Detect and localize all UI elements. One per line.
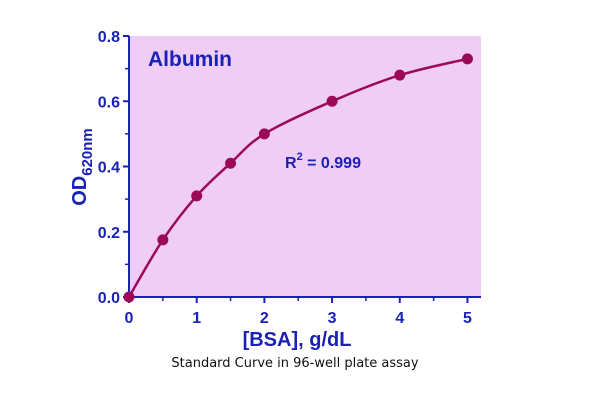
y-axis-title: OD620nm bbox=[69, 128, 96, 206]
r-value: = 0.999 bbox=[303, 155, 361, 172]
y-tick-label: 0.8 bbox=[98, 29, 120, 46]
x-axis-title: [BSA], g/dL bbox=[243, 329, 352, 351]
r-symbol: R bbox=[285, 155, 297, 172]
x-tick-label: 2 bbox=[260, 310, 269, 327]
y-tick-label: 0.6 bbox=[98, 94, 120, 111]
plot-background bbox=[129, 36, 481, 297]
x-tick-label: 5 bbox=[463, 310, 472, 327]
x-tick-label: 0 bbox=[125, 310, 134, 327]
r-squared-annotation: R2 = 0.999 bbox=[285, 151, 361, 172]
data-point-5 bbox=[258, 128, 270, 140]
data-point-2 bbox=[157, 234, 169, 246]
y-axis-title-subscript: 620nm bbox=[79, 128, 96, 176]
y-tick-label: 0.4 bbox=[98, 160, 120, 177]
data-point-3 bbox=[191, 190, 203, 202]
data-point-8 bbox=[461, 53, 473, 65]
x-tick-label: 1 bbox=[192, 310, 201, 327]
data-point-4 bbox=[225, 157, 237, 169]
y-tick-label: 0.0 bbox=[98, 290, 120, 307]
tick-labels: 0 1 2 3 4 5 0.0 0.2 0.4 0.6 0.8 bbox=[98, 29, 472, 327]
chart-title: Albumin bbox=[148, 48, 232, 71]
data-points bbox=[123, 53, 473, 303]
x-tick-label: 3 bbox=[328, 310, 337, 327]
data-point-7 bbox=[394, 69, 406, 81]
figure-caption: Standard Curve in 96-well plate assay bbox=[171, 356, 419, 371]
x-tick-label: 4 bbox=[395, 310, 404, 327]
data-point-6 bbox=[326, 95, 338, 107]
r-superscript: 2 bbox=[297, 151, 303, 163]
y-axis-title-main: OD bbox=[69, 176, 91, 206]
data-point-1 bbox=[123, 291, 135, 303]
y-tick-label: 0.2 bbox=[98, 225, 120, 242]
